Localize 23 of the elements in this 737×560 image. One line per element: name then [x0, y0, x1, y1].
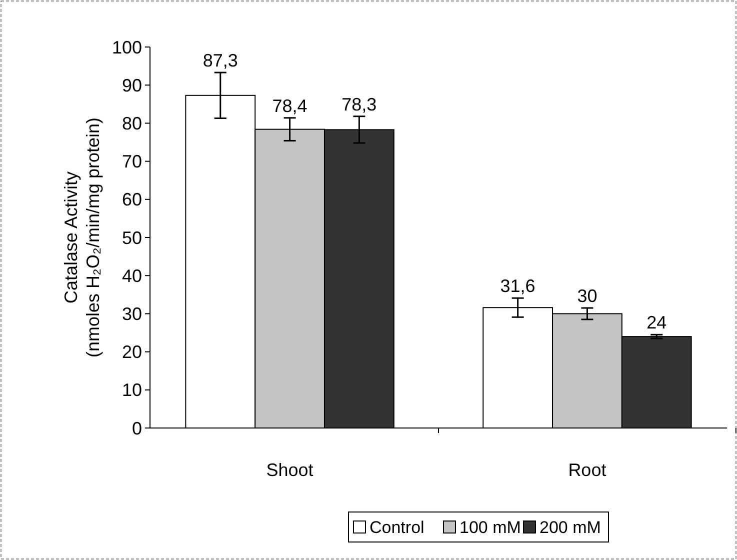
- y-tick-label: 0: [132, 418, 142, 438]
- y-axis-title: Catalase Activity (nmoles H₂O₂/min/mg protein): [61, 117, 103, 358]
- y-tick-label: 10: [122, 380, 142, 400]
- y-tick-label: 20: [122, 342, 142, 362]
- legend-label: 100 mM: [460, 518, 521, 537]
- y-tick-label: 40: [122, 266, 142, 286]
- data-label: 24: [646, 312, 667, 333]
- y-tick-label: 80: [122, 114, 142, 134]
- data-label: 78,4: [272, 96, 308, 116]
- y-tick-label: 60: [122, 190, 142, 210]
- data-label: 30: [577, 286, 598, 306]
- data-label: 87,3: [202, 50, 238, 71]
- x-tick-label: Shoot: [266, 460, 314, 480]
- y-tick-label: 90: [122, 75, 142, 96]
- x-tick-label: Root: [568, 460, 606, 480]
- y-tick-label: 30: [122, 304, 142, 324]
- y-tick-label: 50: [122, 228, 142, 248]
- legend-label: Control: [370, 518, 424, 537]
- y-tick-label: 100: [112, 37, 142, 58]
- data-label: 31,6: [500, 276, 536, 296]
- data-label: 78,3: [342, 94, 377, 114]
- y-tick-label: 70: [122, 152, 142, 172]
- legend-label: 200 mM: [540, 518, 601, 537]
